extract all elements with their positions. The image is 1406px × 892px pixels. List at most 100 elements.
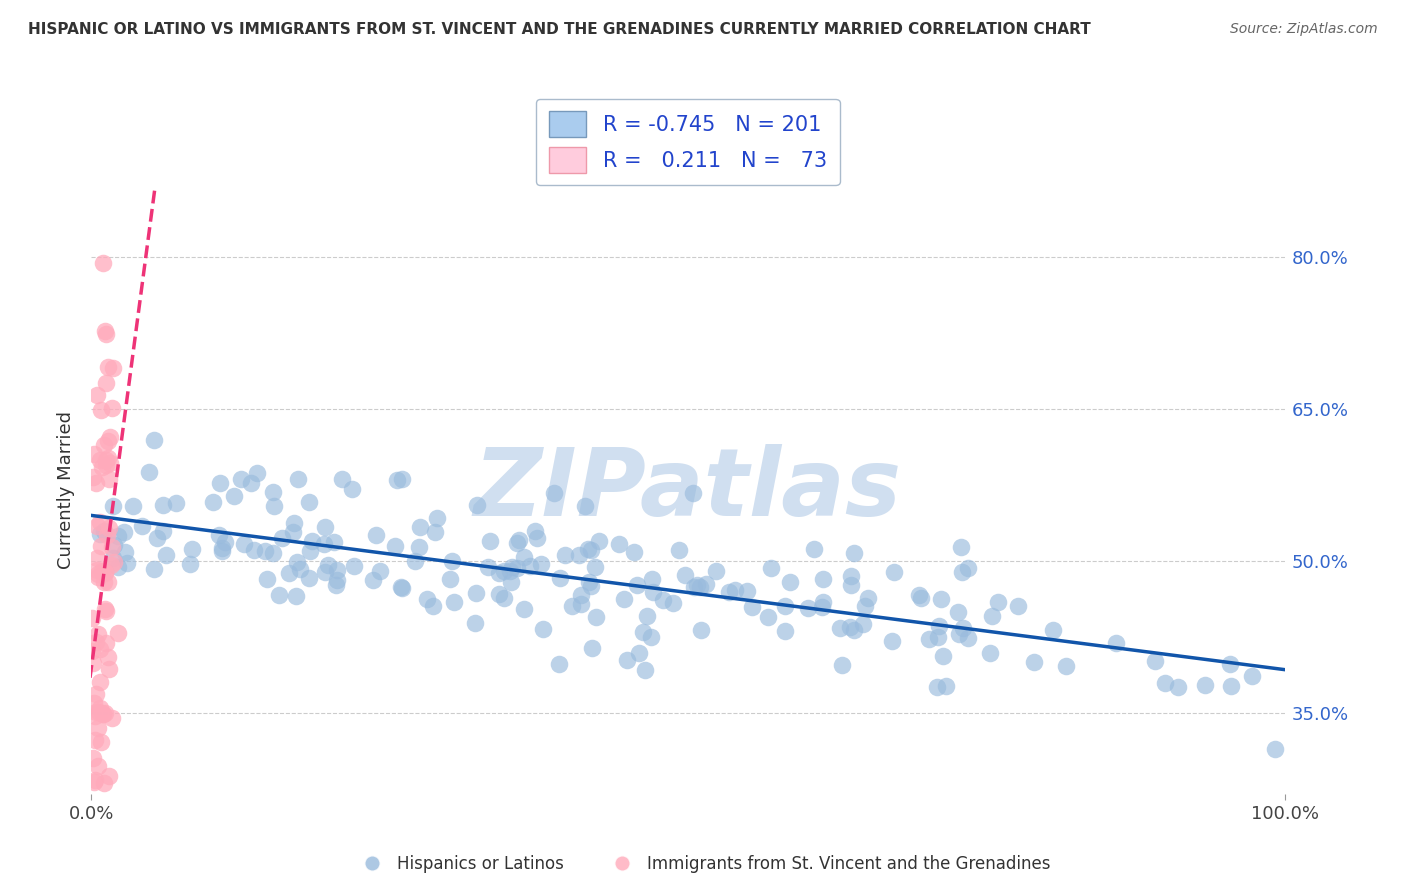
- Point: [384, 540, 406, 554]
- Point: [368, 564, 391, 578]
- Point: [115, 556, 138, 570]
- Point: [152, 498, 174, 512]
- Point: [207, 528, 229, 542]
- Point: [811, 599, 834, 614]
- Point: [811, 573, 834, 587]
- Point: [277, 566, 299, 581]
- Point: [80, 611, 103, 625]
- Point: [689, 580, 711, 594]
- Point: [839, 578, 862, 592]
- Point: [1007, 599, 1029, 613]
- Y-axis label: Currently Married: Currently Married: [58, 411, 75, 569]
- Point: [86, 388, 108, 402]
- Point: [93, 524, 115, 539]
- Point: [1054, 659, 1077, 673]
- Point: [631, 625, 654, 640]
- Point: [83, 732, 105, 747]
- Point: [682, 581, 704, 595]
- Point: [101, 500, 124, 514]
- Point: [568, 548, 591, 562]
- Point: [165, 496, 187, 510]
- Point: [927, 630, 949, 644]
- Point: [91, 707, 114, 722]
- Point: [94, 453, 117, 467]
- Point: [97, 359, 120, 374]
- Point: [107, 559, 129, 574]
- Point: [492, 591, 515, 605]
- Point: [498, 564, 520, 578]
- Point: [508, 533, 530, 547]
- Point: [84, 706, 107, 720]
- Point: [1154, 676, 1177, 690]
- Point: [488, 587, 510, 601]
- Point: [423, 524, 446, 539]
- Point: [1264, 741, 1286, 756]
- Point: [957, 560, 980, 574]
- Point: [263, 500, 285, 514]
- Point: [288, 562, 311, 576]
- Point: [246, 466, 269, 480]
- Point: [548, 571, 571, 585]
- Point: [1219, 657, 1241, 672]
- Point: [501, 560, 523, 574]
- Point: [100, 558, 122, 572]
- Point: [84, 772, 107, 787]
- Point: [548, 657, 571, 671]
- Point: [695, 577, 717, 591]
- Point: [343, 559, 366, 574]
- Point: [505, 561, 527, 575]
- Point: [96, 527, 118, 541]
- Text: HISPANIC OR LATINO VS IMMIGRANTS FROM ST. VINCENT AND THE GRENADINES CURRENTLY M: HISPANIC OR LATINO VS IMMIGRANTS FROM ST…: [28, 22, 1091, 37]
- Point: [82, 751, 104, 765]
- Point: [529, 557, 551, 571]
- Point: [831, 658, 853, 673]
- Point: [465, 499, 488, 513]
- Point: [97, 769, 120, 783]
- Point: [94, 376, 117, 391]
- Point: [83, 696, 105, 710]
- Point: [409, 520, 432, 534]
- Point: [101, 541, 124, 555]
- Point: [211, 541, 233, 555]
- Point: [415, 591, 437, 606]
- Point: [86, 519, 108, 533]
- Point: [979, 646, 1001, 660]
- Point: [950, 540, 973, 554]
- Point: [284, 589, 307, 603]
- Point: [935, 679, 957, 693]
- Point: [101, 361, 124, 376]
- Point: [323, 534, 346, 549]
- Point: [952, 621, 974, 635]
- Point: [561, 599, 583, 613]
- Point: [87, 570, 110, 584]
- Point: [152, 524, 174, 538]
- Point: [93, 438, 115, 452]
- Point: [285, 555, 308, 569]
- Point: [957, 631, 980, 645]
- Point: [98, 456, 121, 470]
- Point: [626, 578, 648, 592]
- Point: [84, 687, 107, 701]
- Point: [588, 534, 610, 549]
- Point: [366, 527, 388, 541]
- Point: [90, 564, 112, 578]
- Point: [83, 774, 105, 789]
- Point: [634, 663, 657, 677]
- Point: [211, 544, 233, 558]
- Point: [281, 525, 304, 540]
- Point: [636, 609, 658, 624]
- Point: [138, 465, 160, 479]
- Point: [269, 588, 291, 602]
- Point: [84, 807, 107, 822]
- Point: [330, 472, 353, 486]
- Point: [89, 674, 111, 689]
- Point: [571, 597, 593, 611]
- Point: [952, 566, 974, 580]
- Point: [122, 499, 145, 513]
- Point: [107, 626, 129, 640]
- Point: [287, 473, 309, 487]
- Point: [948, 627, 970, 641]
- Point: [465, 586, 488, 600]
- Point: [112, 524, 135, 539]
- Point: [240, 475, 263, 490]
